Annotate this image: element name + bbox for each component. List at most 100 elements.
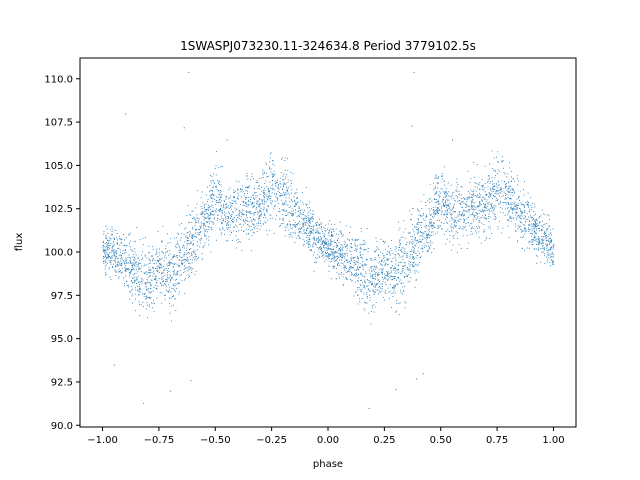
data-point [326,241,327,243]
data-point [333,246,335,248]
data-point [243,231,245,233]
data-point [200,213,202,215]
data-point [183,254,185,256]
data-point [129,246,131,248]
data-point [361,265,363,267]
data-point [105,273,107,275]
data-point [103,230,105,232]
data-point [286,224,288,226]
data-point [200,214,202,216]
data-point [418,227,419,229]
data-point [130,280,132,282]
data-point [259,185,260,187]
data-point [207,231,208,233]
data-point [433,211,435,213]
data-point [447,200,449,202]
data-point [412,256,413,258]
data-point [551,241,552,243]
data-point [288,207,290,208]
data-point [536,254,538,256]
data-point [492,188,494,190]
data-point [138,294,139,296]
data-point [274,180,276,182]
data-point [420,224,422,226]
data-point [144,282,146,284]
data-point [531,244,533,245]
data-point [190,258,192,260]
y-tick-label: 95.0 [51,334,73,345]
data-point [358,269,360,271]
data-point [235,224,237,226]
data-point [221,222,223,224]
data-point [103,260,105,262]
data-point [418,219,420,221]
data-point [429,226,431,228]
data-point [432,224,434,226]
data-point [378,262,380,264]
data-point [473,176,475,178]
data-point [269,181,271,183]
data-point [397,253,399,255]
data-point [236,231,237,233]
data-point [534,248,536,250]
data-point [330,241,332,243]
data-point [114,244,115,246]
data-point [429,198,431,200]
data-point [187,237,189,239]
data-point [341,247,343,249]
data-point [176,271,178,273]
data-point [253,228,255,230]
data-point [445,197,446,199]
data-point [196,236,198,238]
data-point [486,181,488,183]
data-point [361,256,363,258]
data-point [542,245,544,247]
data-point [481,179,483,181]
y-axis-label: flux [14,233,25,252]
data-point [238,181,240,183]
data-point [246,217,248,219]
data-point [380,251,382,253]
data-point [322,254,324,256]
data-point [265,201,267,203]
data-point [283,173,285,175]
data-point [264,213,265,215]
data-point [283,209,285,211]
data-point [263,223,265,225]
data-point [393,277,395,279]
data-point [281,194,283,196]
data-point [371,265,373,267]
data-point [218,193,220,195]
data-point [312,225,314,227]
data-point [381,272,382,274]
data-point [309,226,311,228]
data-point [537,249,539,251]
data-point [215,174,217,176]
data-point [360,244,362,246]
data-point [201,191,203,193]
data-point [536,220,538,221]
x-axis-ticks: −1.00 −0.75 −0.50 −0.25 0.00 0.25 0.50 0.75 1.00 [87,427,565,446]
data-point [356,274,358,276]
data-point [351,272,353,273]
data-point [527,204,529,206]
data-point [450,225,452,227]
data-point [455,231,457,233]
data-point [450,227,452,229]
data-point [315,244,317,246]
data-point [445,192,447,194]
data-point [192,251,194,253]
data-point [203,217,205,219]
data-point [500,187,502,189]
data-point [262,190,264,191]
data-point [407,253,408,254]
data-point [339,247,341,249]
data-point [535,248,537,250]
data-point [510,198,512,200]
data-point [323,246,324,248]
data-point [322,232,324,234]
data-point [119,238,120,240]
chart-title: 1SWASPJ073230.11-324634.8 Period 3779102… [180,39,476,53]
data-point [484,214,486,216]
data-point [132,253,134,255]
